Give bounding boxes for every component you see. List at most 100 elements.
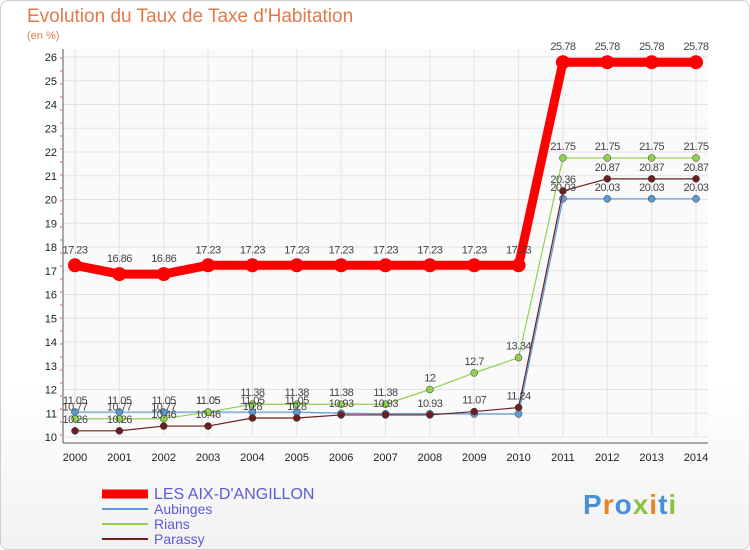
data-label: 10.93 [417, 398, 442, 410]
x-tick-label: 2014 [684, 452, 708, 464]
data-label: 17.23 [506, 244, 531, 256]
y-tick-label: 13 [45, 361, 57, 373]
data-label: 10.8 [287, 401, 307, 413]
data-label: 20.87 [683, 162, 708, 174]
data-point [514, 410, 523, 418]
data-label: 25.78 [550, 41, 575, 53]
data-label: 11.05 [196, 395, 221, 407]
data-point [337, 400, 345, 408]
data-label: 17.23 [62, 244, 87, 256]
data-point [204, 422, 212, 430]
data-label: 11.05 [285, 395, 310, 407]
data-point [470, 407, 478, 416]
proxiti-logo: Proxiti [583, 489, 678, 520]
data-point [426, 411, 434, 419]
data-label: 17.23 [462, 244, 487, 256]
data-point [159, 414, 168, 423]
x-tick-label: 2013 [639, 452, 663, 464]
data-label: 11.38 [285, 387, 310, 399]
data-point [603, 175, 612, 183]
data-label: 21.75 [595, 141, 620, 153]
data-label: 17.23 [284, 244, 309, 256]
data-point [555, 55, 570, 70]
data-label: 20.87 [639, 162, 664, 174]
y-tick-label: 24 [45, 100, 57, 112]
data-label: 17.23 [417, 244, 442, 256]
data-label: 20.03 [639, 182, 664, 194]
data-label: 11.05 [63, 395, 88, 407]
y-tick-label: 15 [45, 313, 57, 325]
data-label: 11.05 [196, 395, 221, 407]
y-tick-label: 26 [45, 52, 57, 64]
data-point [204, 408, 212, 416]
data-label: 25.78 [683, 41, 708, 53]
data-label: 10.77 [107, 402, 132, 414]
data-label: 21.75 [639, 141, 664, 153]
data-label: 20.03 [683, 182, 708, 194]
data-label: 11.05 [240, 395, 265, 407]
data-point [647, 195, 656, 203]
data-label: 17.23 [373, 244, 398, 256]
data-point [289, 258, 304, 273]
data-point [470, 369, 478, 377]
data-point [644, 55, 659, 70]
data-label: 10.93 [329, 398, 354, 410]
data-point [115, 414, 124, 423]
data-label: 20.87 [595, 162, 620, 174]
data-point [156, 267, 171, 282]
data-label: 11.24 [506, 391, 531, 403]
data-label: 17.23 [196, 244, 221, 256]
data-point [378, 258, 393, 273]
data-label: 10.46 [151, 409, 176, 421]
chart-title: Evolution du Taux de Taxe d'Habitation [27, 6, 354, 27]
data-point [603, 154, 612, 162]
data-label: 12 [424, 373, 436, 385]
legend-label: Rians [154, 516, 190, 532]
legend-label: Parassy [154, 531, 205, 547]
data-label: 12.7 [465, 356, 485, 368]
data-point [115, 427, 124, 435]
y-tick-label: 25 [45, 76, 57, 88]
x-tick-label: 2002 [151, 452, 175, 464]
data-label: 16.86 [151, 253, 176, 265]
y-tick-label: 23 [45, 123, 57, 135]
y-tick-label: 22 [45, 147, 57, 159]
x-tick-label: 2008 [418, 452, 442, 464]
data-label: 10.8 [243, 401, 263, 413]
data-point [426, 385, 434, 394]
y-tick-label: 18 [45, 242, 57, 254]
data-point [559, 187, 567, 195]
data-label: 17.23 [240, 244, 265, 256]
data-label: 21.75 [550, 141, 575, 153]
data-point [692, 195, 700, 203]
data-label: 13.34 [506, 341, 531, 353]
data-point [248, 400, 257, 408]
data-point [381, 411, 390, 419]
chart-subtitle: (en %) [27, 30, 60, 42]
data-point [245, 258, 260, 273]
data-label: 11.05 [152, 395, 177, 407]
data-point [381, 400, 390, 408]
y-tick-label: 20 [45, 195, 57, 207]
data-point [514, 353, 523, 362]
data-point [337, 411, 345, 419]
x-tick-label: 2006 [329, 452, 353, 464]
data-point [511, 258, 526, 273]
data-label: 11.05 [107, 395, 132, 407]
x-tick-label: 2007 [373, 452, 397, 464]
data-point [159, 422, 168, 430]
data-point [422, 258, 437, 273]
data-label: 10.77 [151, 402, 176, 414]
data-point [334, 258, 349, 273]
y-tick-label: 21 [45, 171, 57, 183]
data-label: 20.03 [595, 182, 620, 194]
data-point [248, 414, 257, 422]
data-label: 10.46 [196, 409, 221, 421]
x-tick-label: 2004 [240, 452, 264, 464]
data-point [514, 403, 523, 412]
data-label: 25.78 [639, 41, 664, 53]
data-point [293, 414, 301, 422]
data-point [467, 258, 482, 273]
data-label: 25.78 [595, 41, 620, 53]
